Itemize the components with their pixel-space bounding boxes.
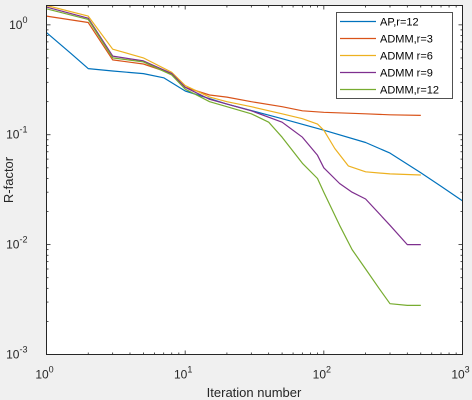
legend-label-2: ADMM,r=3 — [380, 34, 433, 46]
series-layer — [46, 4, 463, 306]
x-tick-label: 102 — [313, 365, 331, 382]
x-tick-label: 101 — [174, 365, 192, 382]
plot-frame — [46, 5, 463, 355]
series-line-3 — [46, 4, 421, 176]
y-tick-label: 100 — [9, 15, 27, 32]
tick-labels: 100 101 102 103 10-3 10-2 10-1 100 — [6, 15, 470, 382]
x-tick-label: 100 — [35, 365, 53, 382]
y-tick-label: 10-1 — [6, 125, 27, 142]
series-line-4 — [46, 6, 421, 246]
x-tick-label: 103 — [451, 365, 469, 382]
y-tick-label: 10-2 — [6, 235, 27, 252]
legend-label-5: ADMM,r=12 — [380, 85, 439, 97]
legend-label-4: ADMM r=9 — [380, 68, 433, 80]
y-axis-label: R-factor — [1, 156, 16, 203]
y-tick-label: 10-3 — [6, 345, 27, 362]
x-axis-label: Iteration number — [207, 385, 302, 400]
series-line-5 — [46, 8, 421, 306]
legend: AP,r=12 ADMM,r=3 ADMM r=6 ADMM r=9 ADMM,r=12 — [336, 12, 453, 99]
legend-label-3: ADMM r=6 — [380, 51, 433, 63]
legend-label-1: AP,r=12 — [380, 17, 419, 29]
series-line-2 — [46, 15, 421, 116]
